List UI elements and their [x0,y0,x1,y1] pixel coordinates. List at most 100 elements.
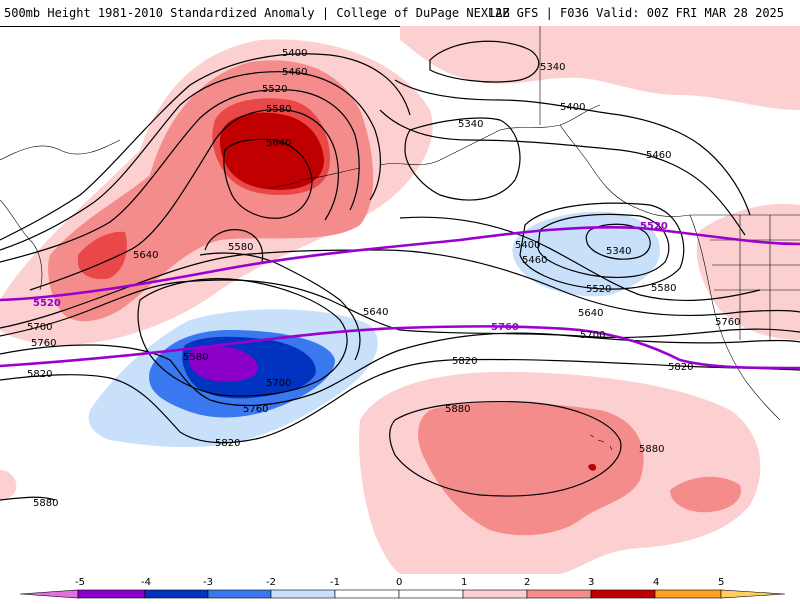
contour-5580-upper [204,229,264,263]
colorbar-label: 5 [718,577,724,588]
height-contours [0,40,800,501]
map-title: 500mb Height 1981-2010 Standardized Anom… [4,6,510,20]
contour-5640-east [0,249,800,329]
colorbar: -5 -4 -3 -2 -1 0 1 2 3 4 5 [0,574,800,600]
contour-5580-east [399,216,761,302]
contour-5460-low [519,202,685,290]
contour-label: 5640 [578,308,603,319]
contour-5580-ridge [29,109,340,291]
contour-label: 5820 [27,369,52,380]
colorbar-swatch-neg5-neg4 [77,589,146,599]
colorbar-label: 3 [588,577,594,588]
contour-label: 5640 [363,307,388,318]
colorbar-label: 0 [396,577,402,588]
contour-5340-gulf [404,117,521,201]
contour-5340-low [585,223,651,260]
contour-label: 5400 [282,48,307,59]
colorbar-label: -5 [75,577,85,588]
contour-5880-subtropical [389,400,622,497]
contour-label: 5820 [668,362,693,373]
state-lines [710,215,800,340]
contour-label: 5880 [445,404,470,415]
contour-label: 5640 [266,138,291,149]
contour-label: 5760 [31,338,56,349]
contour-label: 5460 [522,255,547,266]
contour-5460-north [379,109,746,236]
contour-label: 5760 [491,322,519,333]
shade-pos2-se [670,476,741,513]
colorbar-label: 2 [524,577,530,588]
contour-label: 5820 [215,438,240,449]
anomaly-shading-pos4 [219,112,597,471]
shade-pos1-east [696,203,800,340]
contour-5760-west [0,332,800,407]
contour-5520-highlight [0,226,800,302]
contour-label: 5580 [266,104,291,115]
shade-pos2-subtropical [418,402,644,536]
shade-pos1-north [400,26,800,110]
alaska-coastline [379,104,601,166]
shade-pos4-ridge-core [219,112,324,190]
contour-label: 5340 [458,119,483,130]
colorbar-swatches [19,589,786,599]
contour-label: 5520 [33,298,61,309]
highlight-contours [0,226,800,370]
contour-5640-trough [199,252,361,361]
contour-5400-north [394,79,751,216]
shade-pos1-sw [0,470,17,500]
contour-5760-highlight [0,325,800,370]
contour-label: 5580 [228,242,253,253]
contour-label: 5880 [639,444,664,455]
colorbar-swatch-pos1-pos2 [462,589,528,599]
contour-label: 5400 [515,240,540,251]
colorbar-swatch-0-pos1 [398,589,464,599]
contour-label: 5340 [540,62,565,73]
contour-label: 5820 [452,356,477,367]
contour-label: 5520 [640,221,668,232]
contour-label: 5520 [586,284,611,295]
colorbar-swatch-pos3-pos4 [590,589,656,599]
contour-label: 5700 [27,322,52,333]
contour-5400-low [537,213,670,279]
contour-5520-ridge [0,89,360,263]
siberia-coast [0,139,121,161]
contour-label: 5700 [580,330,605,341]
contour-label: 5340 [606,246,631,257]
colorbar-swatch-gt-pos5 [720,589,786,599]
contour-5880-sw [0,496,56,501]
contour-label: 5520 [262,84,287,95]
hawaii-islands [589,434,613,451]
header: 500mb Height 1981-2010 Standardized Anom… [0,0,800,27]
geography-lines [0,26,800,451]
contour-5640-ridge [223,138,313,219]
aleutian-islands [269,167,361,189]
anomaly-map: 5400 5460 5520 5580 5640 5340 5340 5400 … [0,26,800,575]
colorbar-labels: -5 -4 -3 -2 -1 0 1 2 3 4 5 [75,577,724,588]
anomaly-shading-neg4 [188,345,258,383]
contour-label: 5460 [282,67,307,78]
colorbar-label: -1 [330,577,340,588]
shade-neg1-coast-low [512,211,660,297]
colorbar-swatch-neg4-neg3 [144,589,209,599]
shade-pos4-dot [588,463,597,471]
contour-5820-west [0,358,800,444]
colorbar-label: 1 [461,577,467,588]
kamchatka-coast [0,199,43,291]
colorbar-label: 4 [653,577,659,588]
contour-labels: 5400 5460 5520 5580 5640 5340 5340 5400 … [27,48,740,509]
contour-label: 5460 [646,150,671,161]
colorbar-swatch-neg1-0 [334,589,400,599]
contour-label: 5700 [266,378,291,389]
contour-label: 5760 [715,317,740,328]
colorbar-label: -2 [266,577,276,588]
contour-label: 5400 [560,102,585,113]
contour-label: 5880 [33,498,58,509]
contour-5460-ridge [0,71,381,251]
contour-label: 5640 [133,250,158,261]
colorbar-swatch-pos2-pos3 [526,589,592,599]
colorbar-label: -3 [203,577,213,588]
colorbar-swatch-lt-neg5 [19,589,79,599]
contour-label: 5580 [183,352,208,363]
colorbar-label: -4 [141,577,151,588]
colorbar-swatch-neg2-neg1 [270,589,336,599]
